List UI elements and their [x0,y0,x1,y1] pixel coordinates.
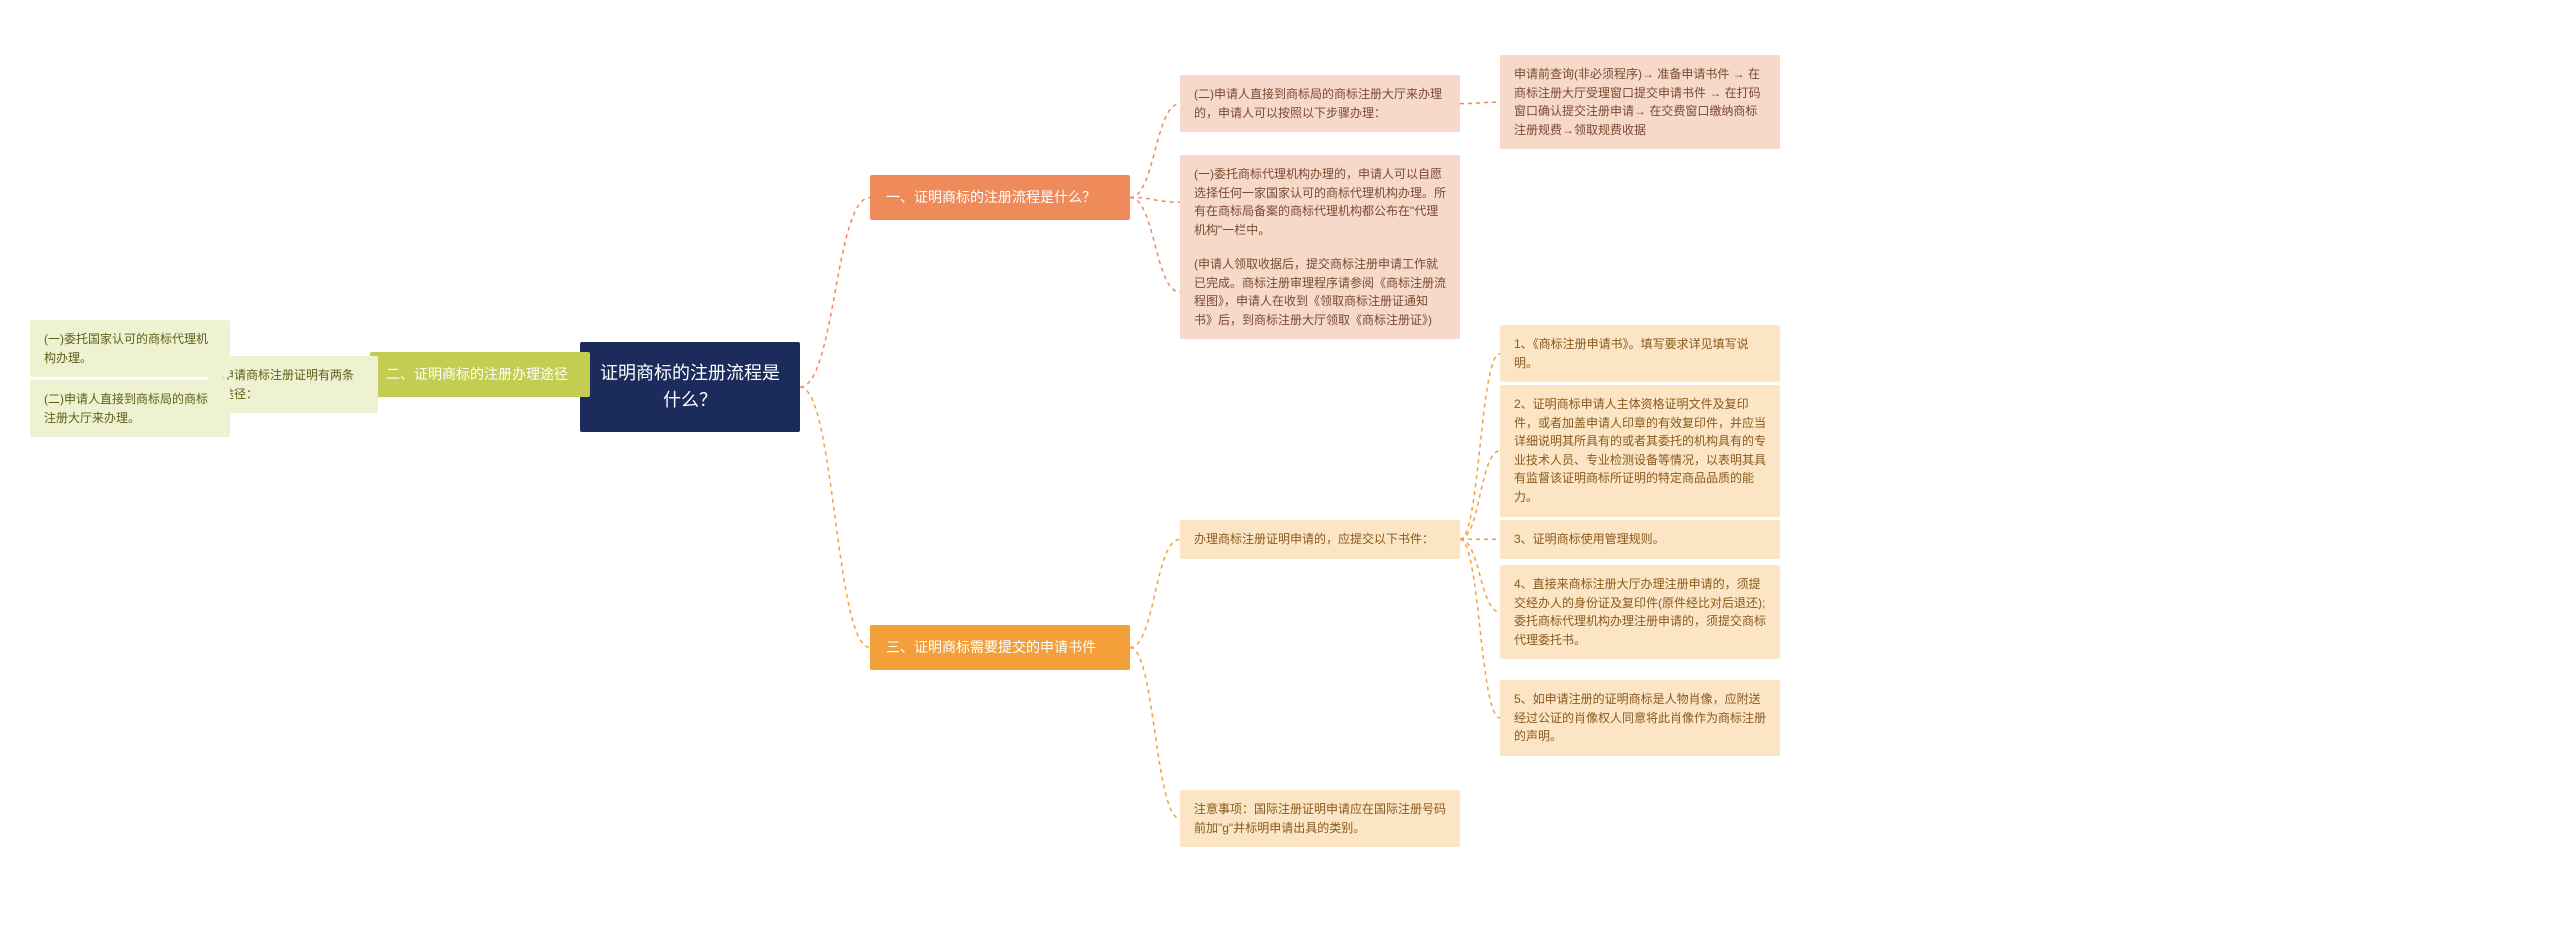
branch-1-child-3[interactable]: (申请人领取收据后，提交商标注册申请工作就已完成。商标注册审理程序请参阅《商标注… [1180,245,1460,339]
branch-3-child-1-c[interactable]: 3、证明商标使用管理规则。 [1500,520,1780,559]
node-text: 5、如申请注册的证明商标是人物肖像，应附送经过公证的肖像权人同意将此肖像作为商标… [1514,692,1766,743]
connector [1130,104,1180,198]
node-text: 2、证明商标申请人主体资格证明文件及复印件，或者加盖申请人印章的有效复印件，并应… [1514,397,1766,504]
connector [1130,198,1180,293]
branch-2[interactable]: 二、证明商标的注册办理途径 [370,352,590,397]
branch-3-child-1[interactable]: 办理商标注册证明申请的，应提交以下书件： [1180,520,1460,559]
connector [800,387,870,648]
connector [1460,354,1500,540]
connector [1130,648,1180,819]
branch-1-child-2-a[interactable]: 申请前查询(非必须程序)→ 准备申请书件 → 在商标注册大厅受理窗口提交申请书件… [1500,55,1780,149]
node-text: (二)申请人直接到商标局的商标注册大厅来办理。 [44,392,208,425]
connector [1460,102,1500,103]
branch-3[interactable]: 三、证明商标需要提交的申请书件 [870,625,1130,670]
branch-3-child-1-d[interactable]: 4、直接来商标注册大厅办理注册申请的，须提交经办人的身份证及复印件(原件经比对后… [1500,565,1780,659]
branch-2-child-1-a[interactable]: (一)委托国家认可的商标代理机构办理。 [30,320,230,377]
node-text: (申请人领取收据后，提交商标注册申请工作就已完成。商标注册审理程序请参阅《商标注… [1194,257,1446,327]
node-text: 4、直接来商标注册大厅办理注册申请的，须提交经办人的身份证及复印件(原件经比对后… [1514,577,1766,647]
node-text: 申请前查询(非必须程序)→ 准备申请书件 → 在商标注册大厅受理窗口提交申请书件… [1514,67,1761,137]
branch-1-label: 一、证明商标的注册流程是什么？ [886,189,1096,205]
node-text: 3、证明商标使用管理规则。 [1514,532,1665,546]
branch-1-child-1[interactable]: (一)委托商标代理机构办理的，申请人可以自愿选择任何一家国家认可的商标代理机构办… [1180,155,1460,249]
node-text: 办理商标注册证明申请的，应提交以下书件： [1194,532,1434,546]
branch-2-label: 二、证明商标的注册办理途径 [386,366,568,382]
branch-1-child-2[interactable]: (二)申请人直接到商标局的商标注册大厅来办理的，申请人可以按照以下步骤办理： [1180,75,1460,132]
connector [800,198,870,388]
node-text: 注意事项：国际注册证明申请应在国际注册号码前加"g"并标明申请出具的类别。 [1194,802,1446,835]
branch-3-child-1-b[interactable]: 2、证明商标申请人主体资格证明文件及复印件，或者加盖申请人印章的有效复印件，并应… [1500,385,1780,517]
branch-3-child-2[interactable]: 注意事项：国际注册证明申请应在国际注册号码前加"g"并标明申请出具的类别。 [1180,790,1460,847]
branch-3-label: 三、证明商标需要提交的申请书件 [886,639,1096,655]
branch-1[interactable]: 一、证明商标的注册流程是什么？ [870,175,1130,220]
connector [1460,539,1500,718]
node-text: 1、《商标注册申请书》。填写要求详见填写说明。 [1514,337,1749,370]
branch-3-child-1-a[interactable]: 1、《商标注册申请书》。填写要求详见填写说明。 [1500,325,1780,382]
node-text: 申请商标注册证明有两条途径： [222,368,354,401]
node-text: (二)申请人直接到商标局的商标注册大厅来办理的，申请人可以按照以下步骤办理： [1194,87,1442,120]
connector [1460,539,1500,612]
branch-3-child-1-e[interactable]: 5、如申请注册的证明商标是人物肖像，应附送经过公证的肖像权人同意将此肖像作为商标… [1500,680,1780,756]
connector [1130,198,1180,203]
node-text: (一)委托国家认可的商标代理机构办理。 [44,332,208,365]
root-label: 证明商标的注册流程是什么？ [600,363,780,410]
connector [1130,539,1180,647]
connector [1460,451,1500,540]
node-text: (一)委托商标代理机构办理的，申请人可以自愿选择任何一家国家认可的商标代理机构办… [1194,167,1446,237]
root-node[interactable]: 证明商标的注册流程是什么？ [580,342,800,432]
branch-2-child-1-b[interactable]: (二)申请人直接到商标局的商标注册大厅来办理。 [30,380,230,437]
branch-2-child-1[interactable]: 申请商标注册证明有两条途径： [208,356,378,413]
